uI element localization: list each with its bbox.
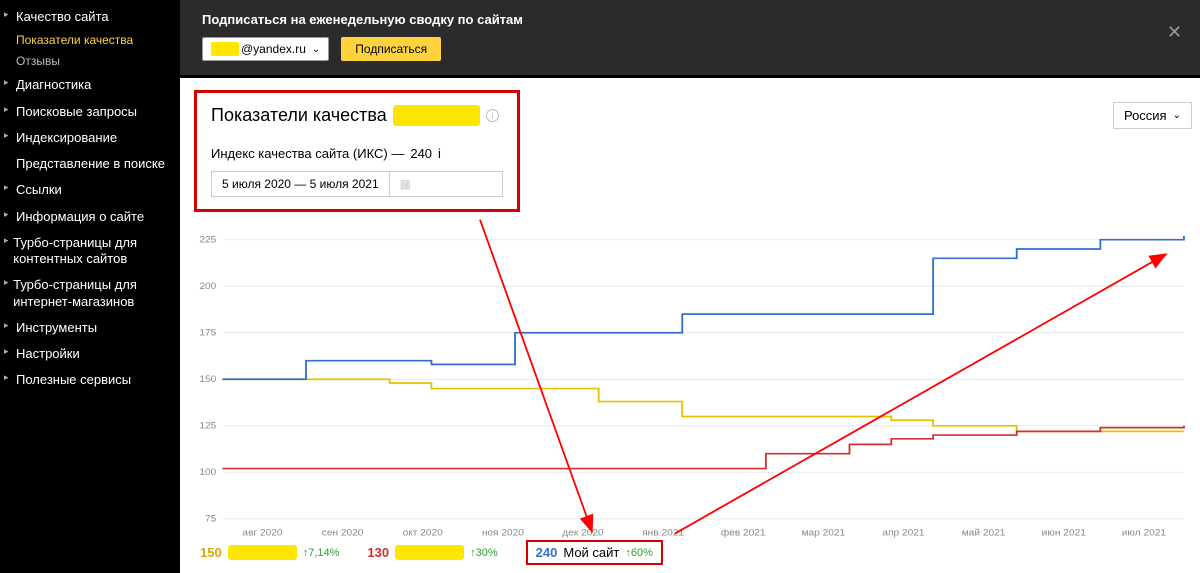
sidebar-item-useful-services[interactable]: ▸Полезные сервисы [0,367,180,393]
svg-text:125: 125 [199,421,216,432]
sidebar-item-tools[interactable]: ▸Инструменты [0,315,180,341]
svg-text:фев 2021: фев 2021 [721,528,766,539]
page-title: Показатели качества xxxxxxxxx i [211,105,503,126]
country-dropdown[interactable]: Россия⌄ [1113,102,1192,129]
date-range-picker[interactable]: 5 июля 2020 — 5 июля 2021 ▦ [211,171,503,197]
sqi-chart: 75 100 125 150 175 200 225 авг 2020 сен 2020 окт … [194,236,1188,543]
sidebar-item-turbo-content[interactable]: ▸Турбо-страницы для контентных сайтов [0,230,180,273]
sidebar-item-turbo-shops[interactable]: ▸Турбо-страницы для интернет-магазинов [0,272,180,315]
svg-text:175: 175 [199,328,216,339]
subscribe-button[interactable]: Подписаться [341,37,441,61]
svg-text:окт 2020: окт 2020 [403,528,444,539]
sidebar: ▸Качество сайта Показатели качества Отзы… [0,0,180,573]
subscribe-prompt: Подписаться на еженедельную сводку по са… [202,12,1178,27]
legend-item[interactable]: 130 xxxxxxxxxx ↑30% [367,545,497,560]
sidebar-item-settings[interactable]: ▸Настройки [0,341,180,367]
svg-text:янв 2021: янв 2021 [642,528,684,539]
header-annotation-box: Показатели качества xxxxxxxxx i Индекс к… [194,90,520,212]
svg-text:июл 2021: июл 2021 [1122,528,1166,539]
sidebar-item-site-info[interactable]: ▸Информация о сайте [0,204,180,230]
svg-text:май 2021: май 2021 [962,528,1006,539]
svg-text:дек 2020: дек 2020 [562,528,604,539]
content: Показатели качества xxxxxxxxx i Индекс к… [180,78,1200,573]
subscribe-bar: Подписаться на еженедельную сводку по са… [180,0,1200,78]
svg-text:апр 2021: апр 2021 [882,528,924,539]
sidebar-item-reviews[interactable]: Отзывы [0,51,180,72]
svg-text:100: 100 [199,467,217,478]
email-dropdown[interactable]: xxxx @yandex.ru ⌄ [202,37,329,61]
calendar-icon: ▦ [389,172,420,196]
close-icon[interactable]: ✕ [1167,22,1182,43]
sidebar-item-indexing[interactable]: ▸Индексирование [0,125,180,151]
sidebar-item-quality-indicators[interactable]: Показатели качества [0,30,180,51]
svg-text:июн 2021: июн 2021 [1042,528,1086,539]
info-icon[interactable]: i [486,109,499,122]
sidebar-item-diagnostics[interactable]: ▸Диагностика [0,72,180,98]
sqi-line: Индекс качества сайта (ИКС) — 240 i [211,146,503,161]
chevron-down-icon: ⌄ [312,44,320,55]
sidebar-item-presentation[interactable]: Представление в поиске [0,151,180,177]
chevron-down-icon: ⌄ [1173,110,1181,121]
legend-item[interactable]: 150 xxxxxxxxxx ↑7,14% [200,545,339,560]
sidebar-item-links[interactable]: ▸Ссылки [0,177,180,203]
info-icon[interactable]: i [438,146,441,161]
svg-text:75: 75 [205,514,216,525]
svg-text:200: 200 [199,281,217,292]
legend-item-mysite[interactable]: 240 Мой сайт ↑60% [526,540,663,565]
svg-text:авг 2020: авг 2020 [242,528,283,539]
svg-text:сен 2020: сен 2020 [322,528,364,539]
svg-text:225: 225 [199,236,216,245]
chart-legend: 150 xxxxxxxxxx ↑7,14% 130 xxxxxxxxxx ↑30… [200,540,663,565]
sidebar-item-search-queries[interactable]: ▸Поисковые запросы [0,99,180,125]
svg-text:мар 2021: мар 2021 [802,528,846,539]
svg-text:150: 150 [199,374,217,385]
svg-text:ноя 2020: ноя 2020 [482,528,525,539]
sidebar-item-quality[interactable]: ▸Качество сайта [0,4,180,30]
